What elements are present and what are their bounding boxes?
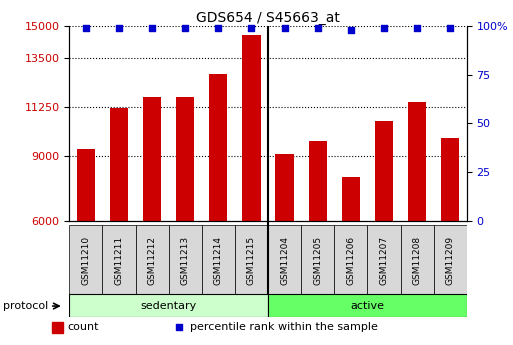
FancyBboxPatch shape [334, 225, 367, 297]
FancyBboxPatch shape [301, 225, 334, 297]
Text: percentile rank within the sample: percentile rank within the sample [190, 322, 378, 332]
Title: GDS654 / S45663_at: GDS654 / S45663_at [196, 11, 340, 25]
Bar [77, 149, 95, 221]
Bar [408, 102, 426, 221]
Text: GSM11204: GSM11204 [280, 236, 289, 285]
Text: GSM11212: GSM11212 [148, 236, 156, 285]
Bar [52, 322, 63, 333]
Text: GSM11207: GSM11207 [380, 236, 388, 285]
Point [313, 25, 322, 31]
Bar [342, 177, 360, 221]
Point [115, 25, 123, 31]
Text: active: active [350, 301, 384, 311]
FancyBboxPatch shape [433, 225, 467, 297]
FancyBboxPatch shape [69, 294, 268, 317]
Bar [375, 121, 393, 221]
Bar [110, 108, 128, 221]
Bar [209, 73, 227, 221]
Text: protocol: protocol [4, 301, 49, 311]
FancyBboxPatch shape [135, 225, 169, 297]
Point [175, 325, 183, 330]
Text: sedentary: sedentary [141, 301, 197, 311]
Bar [275, 154, 294, 221]
Point [380, 25, 388, 31]
Point [347, 27, 355, 32]
FancyBboxPatch shape [268, 294, 467, 317]
Text: GSM11211: GSM11211 [114, 236, 124, 285]
Point [82, 25, 90, 31]
FancyBboxPatch shape [103, 225, 135, 297]
Text: GSM11206: GSM11206 [346, 236, 356, 285]
Point [247, 25, 255, 31]
Text: GSM11205: GSM11205 [313, 236, 322, 285]
Point [148, 25, 156, 31]
Text: GSM11215: GSM11215 [247, 236, 256, 285]
Text: GSM11214: GSM11214 [214, 236, 223, 285]
Point [413, 25, 421, 31]
FancyBboxPatch shape [202, 225, 235, 297]
Text: count: count [67, 322, 98, 332]
Point [214, 25, 223, 31]
Point [281, 25, 289, 31]
FancyBboxPatch shape [268, 225, 301, 297]
Bar [309, 141, 327, 221]
Bar [143, 97, 161, 221]
Text: GSM11209: GSM11209 [446, 236, 455, 285]
Bar [441, 138, 459, 221]
FancyBboxPatch shape [367, 225, 401, 297]
Text: GSM11208: GSM11208 [412, 236, 422, 285]
FancyBboxPatch shape [169, 225, 202, 297]
Text: GSM11210: GSM11210 [82, 236, 90, 285]
FancyBboxPatch shape [401, 225, 433, 297]
Point [181, 25, 189, 31]
Point [446, 25, 455, 31]
Text: GSM11213: GSM11213 [181, 236, 190, 285]
FancyBboxPatch shape [235, 225, 268, 297]
Bar [242, 34, 261, 221]
FancyBboxPatch shape [69, 225, 103, 297]
Bar [176, 97, 194, 221]
